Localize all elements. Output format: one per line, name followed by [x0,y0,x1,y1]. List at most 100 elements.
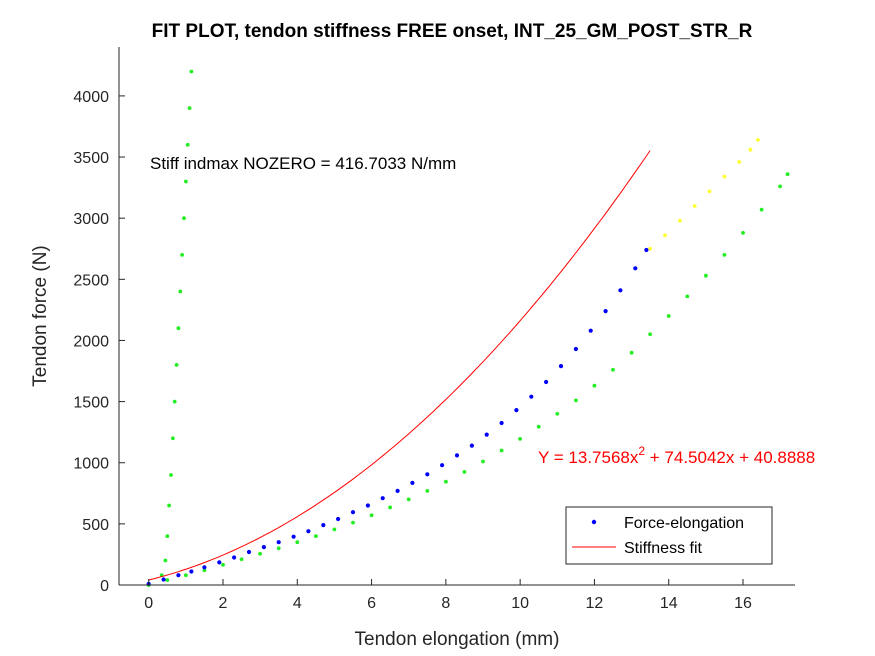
force-elongation-point [246,549,252,555]
green-series-point [444,479,448,484]
force-elongation-point [514,408,519,413]
x-tick-label: 6 [367,595,376,612]
green-series-point [685,294,690,299]
green-series-point [276,546,281,551]
x-tick-label: 8 [441,595,450,612]
green-series-point [165,578,170,582]
force-elongation-point [380,496,385,501]
green-vertical-series-point [165,534,170,538]
green-series-point [536,424,541,429]
green-series-point [239,557,244,562]
force-elongation-point [573,346,579,352]
green-series-point [184,573,188,578]
green-vertical-series-point [174,363,179,367]
legend-label-force-elongation: Force-elongation [624,515,744,532]
green-series-point [648,332,652,337]
green-vertical-series-point [169,473,173,477]
yellow-series-point [692,204,697,208]
force-elongation-point [161,577,166,582]
green-series-point [481,459,485,464]
green-series-point [555,411,560,416]
green-series-point [778,184,782,189]
x-axis-label: Tendon elongation (mm) [355,629,560,650]
y-tick-label: 0 [100,578,109,595]
force-elongation-point [558,364,564,369]
green-series-point [388,505,392,510]
force-elongation-point [544,379,549,385]
stiffness-annotation: Stiff indmax NOZERO = 416.7033 N/mm [150,154,456,173]
force-elongation-point [410,480,415,485]
force-elongation-point [276,540,281,545]
force-elongation-point [336,516,341,522]
y-tick-label: 3000 [73,211,109,228]
green-series-point [704,273,708,278]
green-series-point [722,253,727,257]
green-series-point [258,551,262,556]
green-series-point [785,172,790,177]
y-tick-label: 3500 [73,150,109,167]
force-elongation-point [588,328,593,333]
green-series-point [332,527,337,532]
yellow-series-point [737,160,742,164]
force-elongation-point [618,288,623,293]
stiffness-fit-line [148,150,651,581]
legend: Force-elongation Stiffness fit [565,506,773,565]
y-axis-ticks: 0 500 1000 1500 2000 2500 3000 3500 4000 [73,89,125,595]
green-series-point [314,534,318,538]
x-tick-label: 4 [293,595,302,612]
green-vertical-series-point [171,436,175,441]
force-elongation-point [395,488,400,493]
green-series-point [499,448,504,453]
force-elongation-point [217,560,222,565]
green-vertical-series-point [167,503,172,508]
force-elongation-point [425,472,430,477]
force-elongation-point [176,573,181,578]
x-tick-label: 14 [660,595,678,612]
green-series-point [462,470,467,474]
force-elongation-point [291,534,296,539]
force-elongation-point [454,453,460,458]
force-elongation-point [232,555,237,560]
force-elongation-point [440,463,445,468]
force-elongation-point [350,510,356,515]
green-series-point [518,437,522,441]
fit-equation-exponent: 2 [638,444,645,458]
force-elongation-point [603,309,608,314]
y-tick-label: 1500 [73,395,109,412]
yellow-series-point [722,174,727,179]
y-axis-label: Tendon force (N) [30,245,51,387]
yellow-series-point [648,246,652,251]
legend-marker-force-elongation [591,519,597,525]
green-series-point [221,562,225,567]
legend-label-stiffness-fit: Stiffness fit [624,540,703,557]
green-vertical-series-point [178,289,183,294]
plot-area: 0 2 4 6 8 10 12 14 16 0 500 1000 1500 2000 2500 3000 35… [73,47,795,612]
yellow-series-point [756,138,760,142]
green-series-point [295,540,300,545]
yellow-series-point [707,189,712,194]
force-elongation-point [633,266,638,271]
x-tick-label: 0 [144,595,153,612]
legend-box [565,506,773,565]
fit-equation-suffix: + 74.5042x + 40.8888 [645,448,815,467]
green-vertical-series-point [189,69,194,74]
green-series-point [741,231,745,235]
force-elongation-point [365,503,370,508]
yellow-series-point [663,233,667,238]
force-elongation-point [644,247,649,253]
yellow-series-point [748,147,753,152]
x-tick-label: 12 [586,595,604,612]
x-tick-label: 10 [511,595,529,612]
x-tick-label: 2 [219,595,228,612]
force-elongation-point [499,420,504,426]
force-elongation-point [469,443,474,448]
green-vertical-series-point [176,326,181,331]
green-series-point [369,513,374,518]
fit-equation-prefix: Y = 13.7568x [538,448,639,467]
green-vertical-series-point [180,253,185,257]
green-vertical-series-point [184,179,188,184]
x-tick-label: 16 [734,595,752,612]
green-series-point [202,568,207,573]
chart-title: FIT PLOT, tendon stiffness FREE onset, I… [152,21,753,42]
green-series-point [629,350,634,355]
